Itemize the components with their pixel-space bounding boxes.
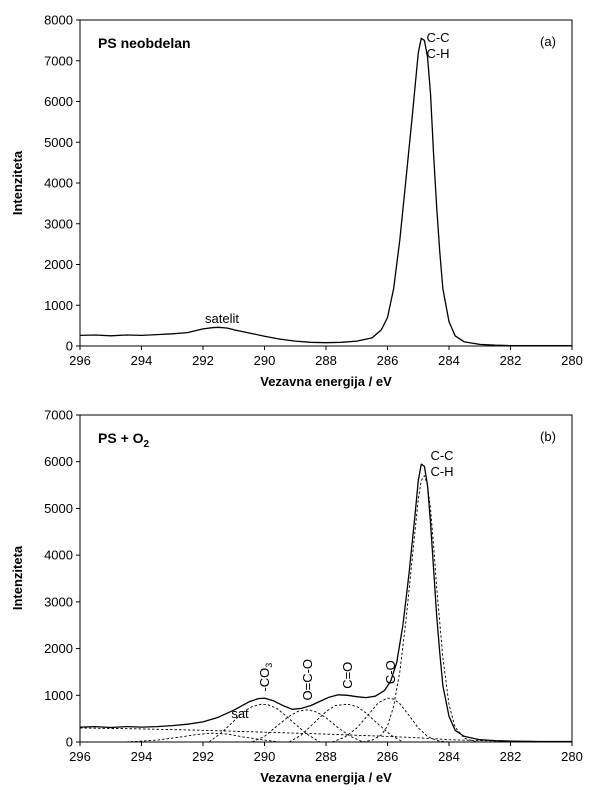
panel-b-sample-title-main: PS + O [98,430,144,446]
panel-b-ylabel: Intenziteta [10,545,25,610]
panel-a-xtick-label: 284 [438,353,460,368]
panel-a-xlabel: Vezavna energija / eV [260,374,392,389]
panel-b-component-label: C=O [340,662,355,689]
panel-b-ytick-label: 3000 [44,594,73,609]
panel-b-xtick-label: 286 [377,749,399,764]
panel-b-series-fit-component [288,703,404,743]
panel-a-series-spectrum [79,37,572,347]
panel-b-xtick-label: 294 [131,749,153,764]
panel-a-curves [79,37,572,347]
panel-b-ytick-label: 6000 [44,454,73,469]
panel-a-ytick-label: 8000 [44,13,73,28]
panel-b-ytick-label: 5000 [44,501,73,516]
panel-b-xtick-label: 288 [315,749,337,764]
panel-b-component-label-text: -CO [257,668,272,692]
panel-b-ytick-label: 1000 [44,688,73,703]
panel-b-series-spectrum [79,463,572,743]
panel-a-ytick-label: 1000 [44,298,73,313]
panel-a-sample-title: PS neobdelan [98,35,191,51]
panel-b-sample-title-sub: 2 [144,439,150,450]
panel-b-component-label-text: C-O [383,660,398,684]
panel-a-ytick-label: 2000 [44,257,73,272]
panel-b-ytick-label: 0 [66,735,73,750]
panel-b-component-label: C-O [383,660,398,684]
panel-b-series-fit-component [208,703,321,743]
panel-b-component-label-text: C=O [340,662,355,689]
panel-a-frame [79,19,573,347]
panel-b-curves [79,463,572,743]
panel-b-series-fit-component [126,732,280,743]
panel-a-ylabel: Intenziteta [10,150,25,215]
panel-a-ytick-label: 5000 [44,135,73,150]
panel-a-xtick-label: 292 [192,353,214,368]
panel-a-xtick-label: 282 [500,353,522,368]
panel-b-xtick-label: 292 [192,749,214,764]
panel-a-xtick-label: 290 [254,353,276,368]
panel-b-ytick-label: 4000 [44,548,73,563]
panel-b-xtick-label: 284 [438,749,460,764]
panel-b-component-label: O=C-O [300,659,315,701]
panel-a-ytick-label: 3000 [44,216,73,231]
panel-b-xtick-label: 296 [69,749,91,764]
panel-a-peak-label-2: C-H [426,46,449,61]
panel-a-xtick-label: 294 [131,353,153,368]
panel-b-series-fit-component [362,475,480,743]
panel-b-component-label: -CO3 [257,663,274,692]
panel-b-satellite-label: sat [231,706,249,721]
panel-a-yticks: 0 1000 2000 3000 4000 5000 6000 7000 8000 [44,13,80,354]
panel-b-xlabel: Vezavna energija / eV [260,770,392,785]
panel-a-xtick-label: 280 [561,353,583,368]
panel-a-label: (a) [540,34,556,49]
panel-b-xtick-label: 290 [254,749,276,764]
panel-a-ytick-label: 6000 [44,94,73,109]
panel-b-component-label-sub: 3 [264,663,274,668]
panel-b-frame [79,414,573,743]
panel-a: 0 1000 2000 3000 4000 5000 6000 7000 8000 296 294… [10,13,583,390]
panel-b-component-labels: -CO3 O=C-O C=O C-O [257,659,398,701]
panel-b-xtick-label: 280 [561,749,583,764]
panel-b-sample-title: PS + O2 [98,430,150,450]
panel-a-satellite-label: satelit [205,311,239,326]
panel-a-xtick-label: 286 [377,353,399,368]
panel-b-series-fit-component [331,697,450,743]
panel-b-yticks: 0 1000 2000 3000 4000 5000 6000 7000 [44,408,80,750]
panel-a-xtick-label: 296 [69,353,91,368]
panel-a-ytick-label: 7000 [44,53,73,68]
panel-b-xticks: 296 294 292 290 288 286 284 282 280 [69,742,583,764]
panel-b-ytick-label: 2000 [44,641,73,656]
panel-b-series-fit-component [252,709,364,743]
panel-b-ytick-label: 7000 [44,408,73,423]
panel-a-xtick-label: 288 [315,353,337,368]
panel-b-label: (b) [540,429,556,444]
panel-b-series-fit-component [79,727,572,742]
panel-a-ytick-label: 0 [66,339,73,354]
panel-b-component-label-text: O=C-O [300,659,315,701]
panel-a-peak-label-1: C-C [426,30,449,45]
panel-b-peak-label-1: C-C [430,448,453,463]
panel-a-ytick-label: 4000 [44,176,73,191]
panel-b-xtick-label: 282 [500,749,522,764]
panel-a-xticks: 296 294 292 290 288 286 284 282 280 [69,346,583,368]
panel-b-peak-label-2: C-H [430,464,453,479]
